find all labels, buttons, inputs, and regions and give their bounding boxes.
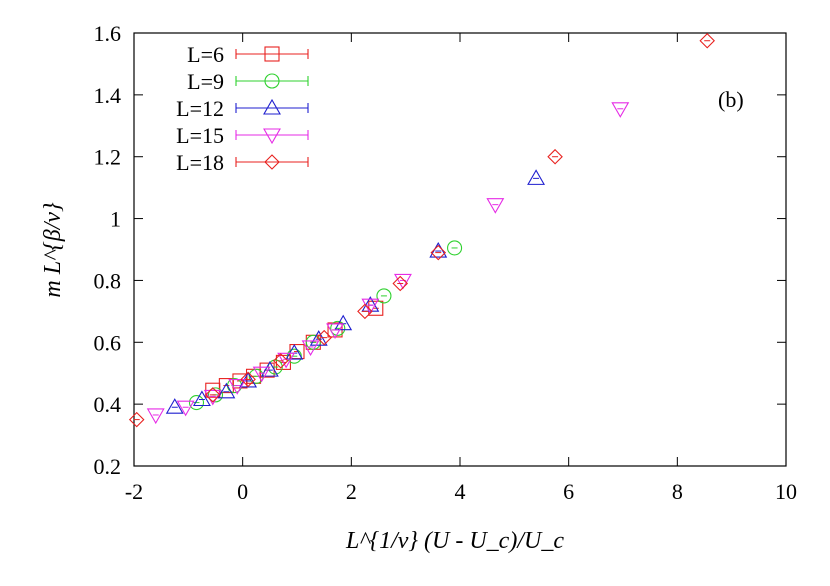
- data-point: [176, 400, 195, 417]
- data-point: [286, 348, 302, 364]
- data-point: [430, 244, 447, 261]
- data-point: [486, 198, 505, 214]
- x-tick-label: 6: [563, 479, 574, 504]
- legend-entry: L=18: [176, 150, 309, 175]
- data-point: [228, 379, 247, 395]
- data-point: [447, 240, 463, 256]
- y-tick-label: 1.4: [94, 83, 122, 108]
- data-point: [165, 398, 184, 414]
- ticks: -2 0 2 4 6 8 10 0.2 0.4 0.6 0.8 1 1.2 1.4 1.6: [94, 21, 798, 504]
- panel-label: (b): [718, 87, 744, 112]
- y-tick-label: 1.6: [94, 21, 122, 46]
- data-points: [128, 32, 715, 428]
- legend-marker: [263, 98, 281, 115]
- legend-entry: L=9: [187, 69, 309, 94]
- x-tick-label: 10: [775, 479, 797, 504]
- data-point: [272, 353, 289, 369]
- data-point: [205, 387, 221, 403]
- series-l12: [165, 169, 546, 414]
- legend-entry: L=12: [176, 96, 309, 121]
- data-point: [699, 32, 715, 49]
- data-point: [128, 411, 145, 428]
- data-point: [192, 390, 211, 407]
- data-point: [188, 395, 205, 411]
- y-axis-label: m L^{β/ν}: [40, 202, 66, 298]
- data-point: [309, 330, 328, 346]
- plot-frame: [133, 32, 787, 467]
- data-point: [146, 408, 165, 425]
- data-point: [316, 329, 332, 346]
- legend-marker: [263, 128, 281, 145]
- data-point: [394, 273, 412, 290]
- data-point: [301, 340, 320, 357]
- x-tick-label: 2: [346, 479, 357, 504]
- data-point: [330, 320, 346, 336]
- legend-marker: [264, 46, 280, 62]
- legend-label: L=6: [187, 42, 224, 67]
- data-point: [334, 314, 353, 331]
- legend-label: L=18: [176, 150, 224, 175]
- data-point: [277, 352, 296, 369]
- data-point: [611, 102, 630, 118]
- x-tick-label: 0: [237, 479, 248, 504]
- y-tick-label: 1: [110, 207, 121, 232]
- data-point: [527, 169, 546, 185]
- legend-entry: L=15: [176, 123, 309, 148]
- data-point: [285, 344, 304, 360]
- data-point: [547, 148, 563, 165]
- legend: L=6L=9L=12L=15L=18: [176, 42, 309, 175]
- data-point: [252, 366, 271, 383]
- data-point: [260, 361, 279, 377]
- data-point: [326, 323, 344, 340]
- data-point: [240, 371, 256, 388]
- x-axis-label: L^{1/ν} (U - U_c)/U_c: [345, 528, 564, 554]
- data-point: [217, 382, 236, 399]
- x-tick-label: 8: [672, 479, 683, 504]
- series-l18: [128, 32, 715, 428]
- axes: [133, 32, 787, 467]
- y-tick-label: 1.2: [94, 145, 122, 170]
- y-tick-label: 0.4: [94, 392, 122, 417]
- y-tick-label: 0.8: [94, 268, 122, 293]
- series-l9: [188, 240, 463, 411]
- data-point: [357, 303, 373, 320]
- legend-label: L=15: [176, 123, 224, 148]
- data-point: [392, 275, 409, 292]
- legend-marker: [264, 154, 280, 170]
- legend-marker: [264, 73, 280, 89]
- data-point: [207, 387, 224, 403]
- y-tick-label: 0.6: [94, 330, 122, 355]
- data-point: [376, 288, 392, 304]
- data-point: [361, 296, 380, 312]
- legend-label: L=9: [187, 69, 224, 94]
- legend-label: L=12: [176, 96, 224, 121]
- x-tick-label: -2: [125, 479, 143, 504]
- x-tick-label: 4: [455, 479, 466, 504]
- y-tick-label: 0.2: [94, 454, 122, 479]
- legend-entry: L=6: [187, 42, 309, 67]
